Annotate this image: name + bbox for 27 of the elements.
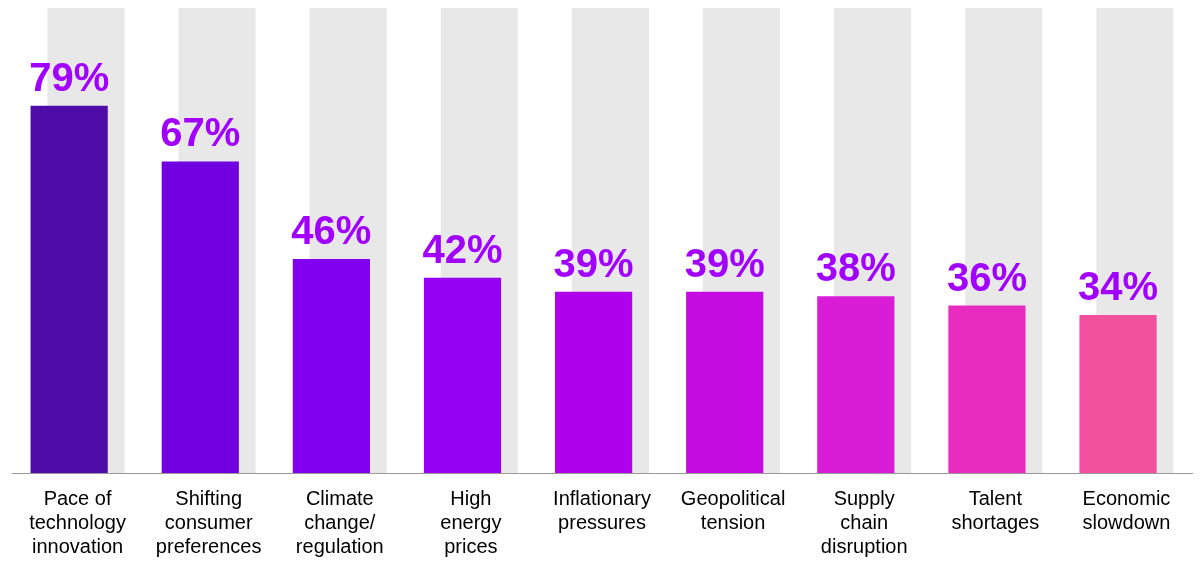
data-label: 46%: [291, 208, 372, 253]
data-label: 36%: [946, 254, 1027, 299]
bar: [948, 305, 1026, 473]
x-tick-label: Pace of technology innovation: [29, 486, 126, 557]
x-tick-label: Talent shortages: [951, 486, 1040, 533]
x-tick-label: Shifting consumer preferences: [155, 486, 262, 557]
data-label: 67%: [160, 110, 241, 155]
data-label: 34%: [1078, 263, 1159, 308]
x-tick-label: Economic slowdown: [1082, 486, 1171, 533]
bar: [292, 259, 370, 473]
bar: [555, 291, 633, 473]
bar: [686, 291, 764, 473]
data-label: 39%: [684, 240, 765, 285]
data-label: 79%: [29, 54, 110, 99]
bar: [1079, 314, 1157, 473]
bar: [817, 296, 895, 473]
data-label: 39%: [553, 240, 634, 285]
x-tick-label: High energy prices: [440, 486, 502, 557]
bar: [161, 161, 239, 473]
data-label: 38%: [815, 245, 896, 290]
data-label: 42%: [422, 226, 503, 271]
bar: [30, 105, 108, 473]
x-tick-label: Climate change/ regulation: [295, 486, 384, 557]
x-tick-label: Geopolitical tension: [680, 486, 786, 533]
x-tick-label: Supply chain disruption: [820, 486, 908, 557]
bar: [423, 277, 502, 473]
x-tick-label: Inflationary pressures: [553, 486, 651, 533]
